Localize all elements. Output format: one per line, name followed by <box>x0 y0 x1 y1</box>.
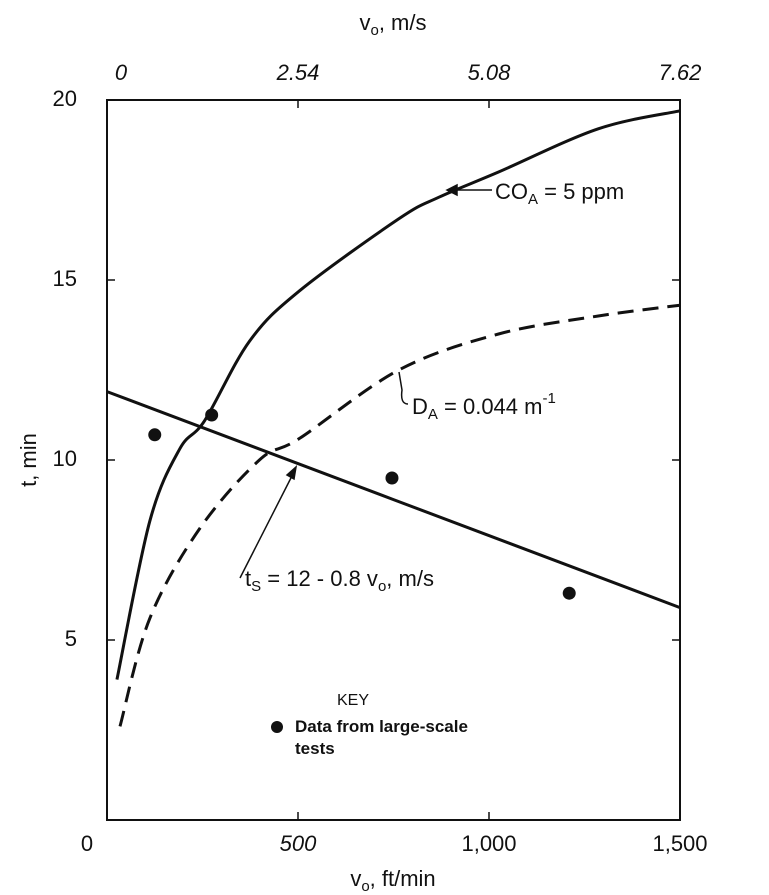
text-part: , m/s <box>379 10 427 35</box>
annotation-leaders <box>239 183 492 579</box>
x-tick-label: 0 <box>81 831 93 856</box>
x-tick-label: 1,500 <box>652 831 707 856</box>
text-part: o <box>370 22 378 39</box>
x2-tick-label: 2.54 <box>276 60 320 85</box>
text-part: v <box>359 10 370 35</box>
x-axis-label: vo, ft/min <box>350 866 435 895</box>
text-part: A <box>428 406 438 423</box>
text-part: A <box>528 191 538 208</box>
y-tick-label: 5 <box>65 626 77 651</box>
x2-tick-label: 0 <box>115 60 128 85</box>
y-tick-label: 15 <box>53 266 77 291</box>
curve <box>115 109 681 680</box>
data-point <box>205 408 219 422</box>
text-part: -1 <box>542 390 555 407</box>
text-part: D <box>412 394 428 419</box>
text-part: o <box>378 578 386 595</box>
x-tick-label: 500 <box>280 831 317 856</box>
legend-label: Data from large-scale tests <box>295 717 468 758</box>
text-part: CO <box>495 179 528 204</box>
text-part: = 12 - 0.8 v <box>261 566 378 591</box>
text-part: , ft/min <box>370 866 436 891</box>
x2-tick-label: 5.08 <box>468 60 512 85</box>
text-part: = 5 ppm <box>538 179 624 204</box>
annotation: DA = 0.044 m-1 <box>412 390 556 423</box>
y-tick-label: 10 <box>53 446 77 471</box>
text-part: S <box>251 578 261 595</box>
annotation: tS = 12 - 0.8 vo, m/s <box>245 566 434 595</box>
curve <box>118 303 681 727</box>
data-point <box>148 428 162 442</box>
text-part: t <box>245 566 251 591</box>
data-point <box>562 586 576 600</box>
x-tick-label: 1,000 <box>461 831 516 856</box>
legend-marker <box>271 721 283 733</box>
curve <box>106 390 681 610</box>
y-tick-label: 20 <box>53 86 77 111</box>
data-point <box>385 471 399 485</box>
text-part: o <box>361 878 369 895</box>
legend-title: KEY <box>337 692 369 709</box>
y-axis-label: t, min <box>16 433 41 487</box>
plot-frame <box>106 99 681 821</box>
annotation: COA = 5 ppm <box>495 179 624 208</box>
text-part: v <box>350 866 361 891</box>
x-axis-label-top: vo, m/s <box>359 10 426 39</box>
text-part: , m/s <box>386 566 434 591</box>
x2-tick-label: 7.62 <box>659 60 702 85</box>
text-part: = 0.044 m <box>438 394 543 419</box>
